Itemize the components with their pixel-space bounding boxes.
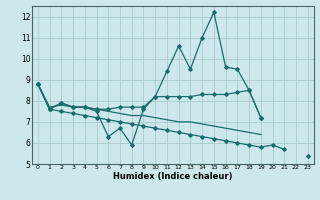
X-axis label: Humidex (Indice chaleur): Humidex (Indice chaleur) xyxy=(113,172,233,181)
